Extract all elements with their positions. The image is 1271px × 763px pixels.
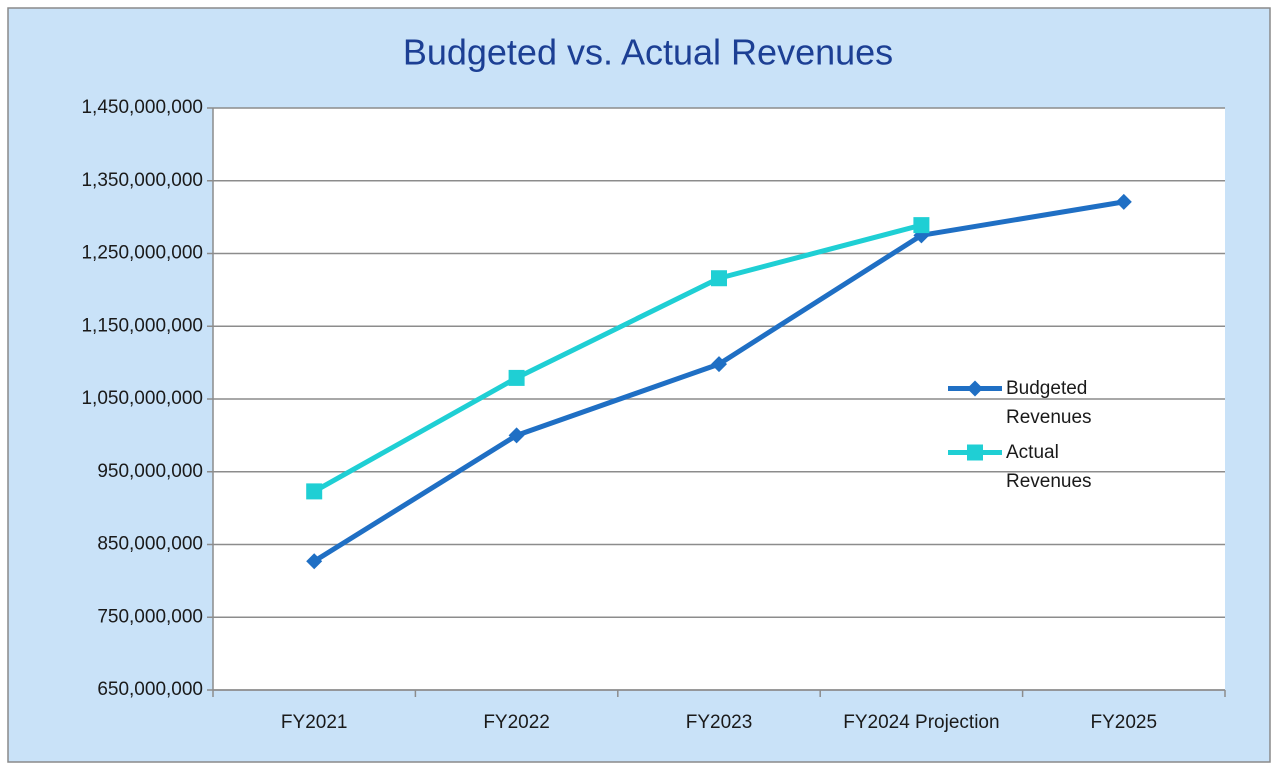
marker xyxy=(711,270,727,287)
legend-label: Budgeted Revenues xyxy=(1006,378,1092,428)
y-tick-label: 650,000,000 xyxy=(97,679,203,700)
y-tick-label: 1,350,000,000 xyxy=(81,170,203,191)
legend-label: Actual Revenues xyxy=(1006,442,1092,492)
x-tick-label: FY2024 Projection xyxy=(843,712,999,733)
y-tick-label: 1,450,000,000 xyxy=(81,97,203,118)
legend-swatch xyxy=(948,444,1002,461)
series-line xyxy=(312,222,923,494)
legend-swatch xyxy=(948,380,1002,397)
legend-item: Actual Revenues xyxy=(948,438,1118,496)
y-tick-label: 850,000,000 xyxy=(97,534,203,555)
marker xyxy=(913,217,930,234)
legend: Budgeted Revenues Actual Revenues xyxy=(948,374,1118,502)
y-tick-label: 750,000,000 xyxy=(97,606,203,627)
y-tick-label: 1,250,000,000 xyxy=(81,243,203,264)
x-tick-label: FY2023 xyxy=(686,712,753,733)
marker xyxy=(508,427,525,444)
marker xyxy=(967,444,983,461)
y-tick-label: 1,150,000,000 xyxy=(81,315,203,336)
marker xyxy=(967,380,983,397)
x-tick-label: FY2025 xyxy=(1091,712,1158,733)
marker xyxy=(306,553,323,570)
legend-item: Budgeted Revenues xyxy=(948,374,1118,432)
marker xyxy=(306,483,323,500)
marker xyxy=(508,369,525,386)
chart-title: Budgeted vs. Actual Revenues xyxy=(403,32,893,73)
marker xyxy=(711,356,727,373)
marker xyxy=(1115,193,1132,210)
y-tick-label: 950,000,000 xyxy=(97,461,203,482)
x-tick-label: FY2021 xyxy=(281,712,348,733)
y-tick-label: 1,050,000,000 xyxy=(81,388,203,409)
x-tick-label: FY2022 xyxy=(483,712,550,733)
